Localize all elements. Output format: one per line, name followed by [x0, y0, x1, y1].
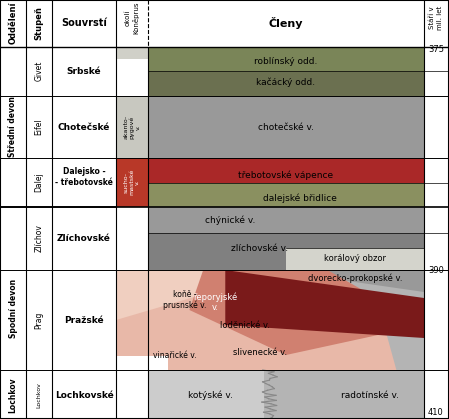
Text: 410: 410	[428, 408, 444, 416]
Text: Dalej: Dalej	[35, 172, 44, 192]
Text: Zlíchovské: Zlíchovské	[57, 233, 111, 243]
Text: Pražské: Pražské	[64, 316, 104, 324]
Text: slivenecké v.: slivenecké v.	[233, 347, 287, 357]
Bar	[148, 158, 424, 184]
Bar	[286, 248, 424, 270]
Text: zlíchovské v.: zlíchovské v.	[231, 243, 289, 253]
Text: Lochkov: Lochkov	[36, 382, 41, 408]
Text: roblínský odd.: roblínský odd.	[254, 57, 318, 67]
Text: Spodní devon: Spodní devon	[9, 279, 18, 338]
Bar	[116, 158, 148, 207]
Polygon shape	[116, 270, 396, 370]
Text: Stupeň: Stupeň	[35, 6, 44, 40]
Text: vinařické v.: vinařické v.	[153, 351, 197, 360]
Bar	[148, 270, 424, 370]
Text: loděnické v.: loděnické v.	[220, 321, 270, 329]
Polygon shape	[225, 270, 424, 338]
Text: sucho-
mastské
v.: sucho- mastské v.	[124, 169, 140, 195]
Bar	[264, 370, 424, 419]
Text: Eifel: Eifel	[35, 119, 44, 135]
Text: Prag: Prag	[35, 311, 44, 328]
Text: chýnické v.: chýnické v.	[205, 215, 255, 225]
Bar	[148, 184, 424, 207]
Bar	[148, 370, 424, 419]
Bar	[116, 47, 148, 59]
Text: Chotečské: Chotečské	[58, 122, 110, 132]
Text: Srbské: Srbské	[67, 67, 101, 75]
Bar	[148, 47, 424, 72]
Text: Zlíchov: Zlíchov	[35, 224, 44, 252]
Text: řeporyjské
v.: řeporyjské v.	[193, 292, 237, 312]
Text: kotýské v.: kotýské v.	[188, 390, 233, 400]
Bar	[148, 207, 424, 233]
Text: kačácký odd.: kačácký odd.	[256, 77, 316, 87]
Text: 375: 375	[428, 46, 444, 54]
Text: dalejské břidlice: dalejské břidlice	[263, 193, 337, 203]
Text: třebotovské vápence: třebotovské vápence	[238, 170, 334, 180]
Text: Členy: Členy	[269, 17, 303, 29]
Text: Dalejsko -
- třebotovské: Dalejsko - - třebotovské	[55, 167, 113, 187]
Text: okolí
Koněprus: okolí Koněprus	[125, 2, 139, 34]
Bar	[148, 96, 424, 158]
Polygon shape	[189, 270, 424, 355]
Text: korálový obzor: korálový obzor	[324, 253, 386, 262]
Text: chotečské v.: chotečské v.	[258, 122, 314, 132]
Text: Souvrstí: Souvrstí	[61, 18, 107, 28]
Text: Střední devon: Střední devon	[9, 96, 18, 158]
Polygon shape	[116, 270, 341, 370]
Text: radotínské v.: radotínské v.	[341, 391, 399, 399]
Text: Stáří v
mil. let: Stáří v mil. let	[430, 6, 443, 30]
Bar	[116, 96, 148, 158]
Text: koňě -
prusnské v.: koňě - prusnské v.	[163, 290, 207, 310]
Text: dvorecko-prokopské v.: dvorecko-prokopské v.	[308, 273, 402, 283]
Bar	[148, 207, 424, 270]
Text: Lochkov: Lochkov	[9, 377, 18, 413]
Text: Oddělení: Oddělení	[9, 2, 18, 44]
Bar	[148, 47, 424, 96]
Polygon shape	[272, 270, 424, 292]
Bar	[148, 72, 424, 96]
Text: Givet: Givet	[35, 61, 44, 81]
Text: akanto-
pygové
v.: akanto- pygové v.	[123, 115, 141, 139]
Text: 390: 390	[428, 266, 444, 274]
Text: Lochkovské: Lochkovské	[55, 391, 114, 399]
Bar	[116, 356, 168, 370]
